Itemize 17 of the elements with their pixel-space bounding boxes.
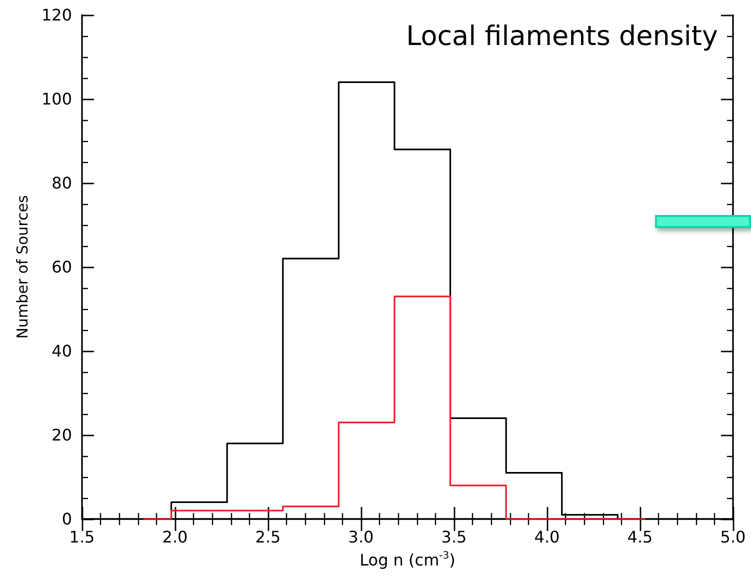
x-tick-label: 4.0 [534, 528, 560, 546]
y-tick-label: 20 [52, 426, 72, 444]
x-tick-label: 4.5 [627, 528, 653, 546]
y-tick-label: 100 [41, 90, 72, 108]
chart-title: Local filaments density [406, 21, 718, 52]
y-tick-label: 80 [52, 174, 72, 192]
y-tick-label: 120 [41, 6, 72, 24]
x-tick-label: 5.0 [720, 528, 746, 546]
y-tick-label: 60 [52, 258, 72, 276]
x-tick-label: 1.5 [69, 528, 95, 546]
x-tick-label: 3.0 [348, 528, 374, 546]
y-tick-label: 40 [52, 342, 72, 360]
x-tick-label: 2.0 [162, 528, 188, 546]
x-tick-label: 3.5 [441, 528, 467, 546]
y-tick-label: 0 [62, 510, 72, 528]
x-tick-label: 2.5 [255, 528, 281, 546]
y-axis-title: Number of Sources [14, 195, 32, 339]
